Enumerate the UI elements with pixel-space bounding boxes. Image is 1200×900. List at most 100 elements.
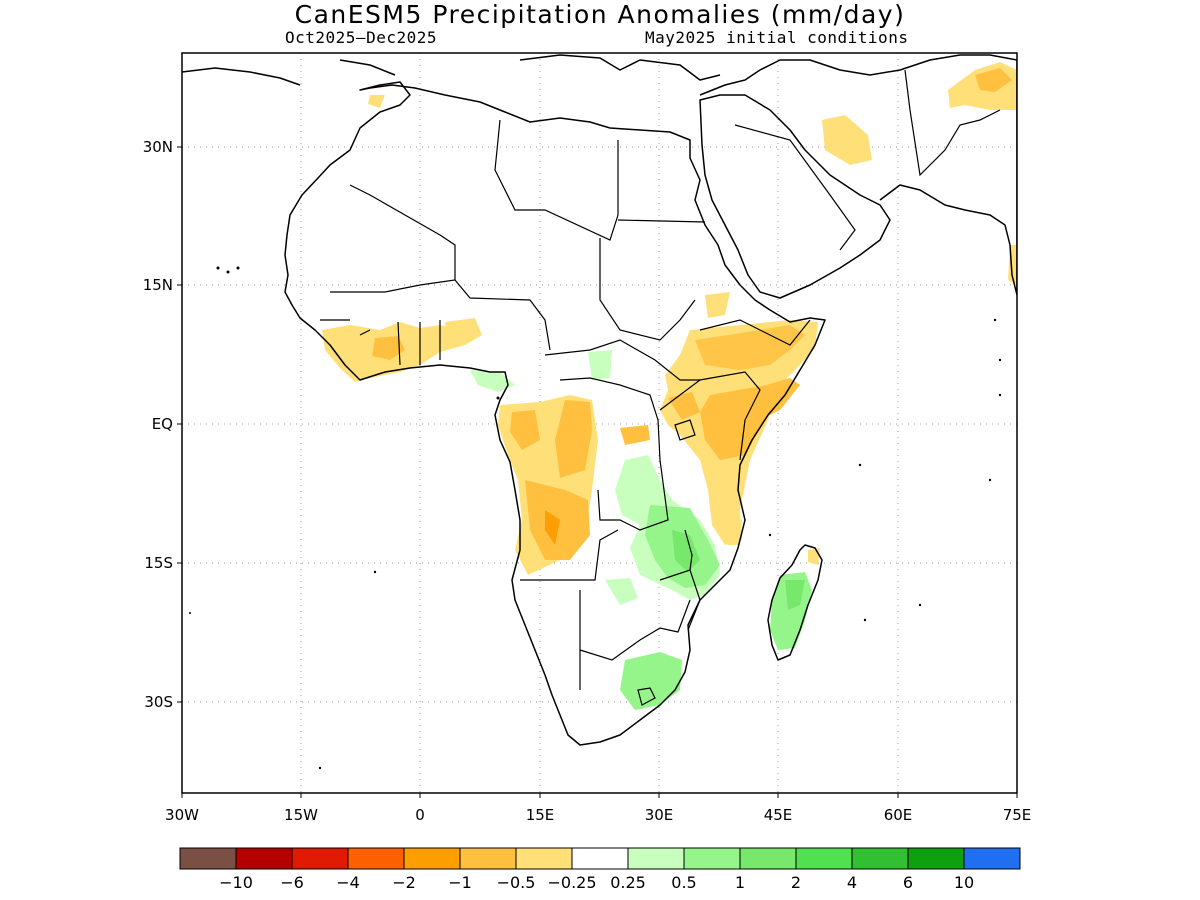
border-lake-victoria xyxy=(674,419,696,441)
colorbar-label: 10 xyxy=(954,873,974,892)
anomaly-uganda-core xyxy=(668,392,700,420)
border-southern-africa xyxy=(579,590,691,690)
lon-label: 45E xyxy=(764,806,793,824)
colorbar-swatch xyxy=(571,847,629,870)
anomaly-pakistan-core xyxy=(975,68,1012,92)
mediterranean-europe xyxy=(182,54,721,86)
colorbar-swatch xyxy=(291,847,349,870)
colorbar-label: −0.5 xyxy=(497,873,536,892)
colorbar-swatch xyxy=(403,847,461,870)
colorbar-swatch xyxy=(907,847,965,870)
border-sahara-west xyxy=(330,184,456,293)
border-drc xyxy=(559,377,669,531)
anomaly-drc-east xyxy=(588,350,612,380)
anomaly-gabon-core xyxy=(510,410,540,450)
colorbar-swatch xyxy=(347,847,405,870)
country-borders xyxy=(320,69,1001,706)
anomaly-ethiopia-core xyxy=(695,325,805,370)
border-sahel-east xyxy=(454,279,551,351)
lat-label: 30S xyxy=(144,693,173,711)
colorbar-swatch xyxy=(963,847,1021,870)
map-frame xyxy=(181,52,1018,794)
anomaly-cameroon-coast xyxy=(470,370,515,392)
anomaly-west-africa-core xyxy=(372,336,405,360)
colorbar-label: −0.25 xyxy=(547,873,596,892)
forecast-period: Oct2025–Dec2025 xyxy=(285,28,437,47)
longitude-labels: 30W 15W 0 15E 30E 45E 60E 75E xyxy=(165,806,1031,824)
lon-label: 15E xyxy=(526,806,555,824)
gridlines xyxy=(182,53,1017,793)
colorbar-swatch xyxy=(235,847,293,870)
lat-label: EQ xyxy=(152,415,173,433)
border-saudi xyxy=(734,124,856,251)
anomaly-somalia-core xyxy=(750,378,800,420)
colorbar-swatch xyxy=(739,847,797,870)
colorbar-swatch xyxy=(515,847,573,870)
initial-conditions: May2025 initial conditions xyxy=(645,28,909,47)
colorbar-label: 4 xyxy=(847,873,857,892)
colorbar xyxy=(179,847,1021,870)
lon-label: 30E xyxy=(645,806,674,824)
colorbar-label: −4 xyxy=(336,873,360,892)
border-ethiopia-somalia xyxy=(699,319,811,346)
colorbar-swatch xyxy=(851,847,909,870)
anomaly-mozambique-tip xyxy=(725,520,742,545)
anomaly-drc-center xyxy=(620,425,650,445)
colorbar-label: 6 xyxy=(903,873,913,892)
border-iran-pak xyxy=(904,69,1001,177)
anomaly-sudan-patch xyxy=(705,292,730,318)
madagascar-coastline xyxy=(767,544,823,661)
anomaly-madagascar-core xyxy=(785,580,805,610)
asia-coastline xyxy=(699,54,1017,296)
border-mozambique xyxy=(659,569,701,631)
anomaly-morocco xyxy=(368,95,385,108)
latitude-labels: 30N 15N EQ 15S 30S xyxy=(143,138,173,711)
colorbar-label: 1 xyxy=(735,873,745,892)
border-lake-malawi xyxy=(684,529,693,571)
colorbar-swatch xyxy=(795,847,853,870)
colorbar-label: 0.25 xyxy=(610,873,646,892)
border-algeria-libya xyxy=(494,119,619,241)
colorbar-label: 0.5 xyxy=(671,873,696,892)
border-central-africa xyxy=(544,339,700,381)
colorbar-swatch xyxy=(459,847,517,870)
lat-label: 15N xyxy=(143,276,173,294)
anomaly-nigeria xyxy=(445,318,482,345)
lon-label: 60E xyxy=(884,806,913,824)
axis-ticks xyxy=(177,146,1018,798)
border-east-africa xyxy=(659,371,761,461)
lon-label: 30W xyxy=(165,806,199,824)
colorbar-label: −10 xyxy=(219,873,253,892)
arabia-coastline xyxy=(699,94,891,299)
border-lesotho xyxy=(637,687,656,706)
africa-coastline xyxy=(284,81,826,746)
lon-label: 75E xyxy=(1003,806,1032,824)
map-title: CanESM5 Precipitation Anomalies (mm/day) xyxy=(294,0,906,29)
anomaly-zambia-west xyxy=(605,578,638,605)
coastlines xyxy=(182,54,1017,746)
colorbar-label: −1 xyxy=(448,873,472,892)
anomaly-south-africa xyxy=(620,652,682,710)
colorbar-swatch xyxy=(179,847,237,870)
anomaly-shading xyxy=(322,62,1017,710)
anomaly-madagascar-tip xyxy=(808,548,820,565)
anomaly-angola-darker xyxy=(545,510,560,545)
border-angola-zambia xyxy=(520,529,619,581)
anomaly-malawi-darker xyxy=(672,530,700,572)
lat-label: 15S xyxy=(144,554,173,572)
colorbar-label: 2 xyxy=(791,873,801,892)
colorbar-swatch xyxy=(683,847,741,870)
anomaly-arabia xyxy=(822,115,872,165)
colorbar-labels: −10 −6 −4 −2 −1 −0.5 −0.25 0.25 0.5 1 2 4 6 10 xyxy=(219,873,974,892)
islands xyxy=(189,266,1002,770)
colorbar-label: −6 xyxy=(280,873,304,892)
lat-label: 30N xyxy=(143,138,173,156)
colorbar-label: −2 xyxy=(392,873,416,892)
lon-label: 0 xyxy=(415,806,425,824)
colorbar-swatch xyxy=(627,847,685,870)
border-west-africa xyxy=(320,319,441,366)
lon-label: 15W xyxy=(284,806,318,824)
border-egypt-sudan xyxy=(599,219,706,341)
anomaly-congo-core xyxy=(555,400,592,478)
